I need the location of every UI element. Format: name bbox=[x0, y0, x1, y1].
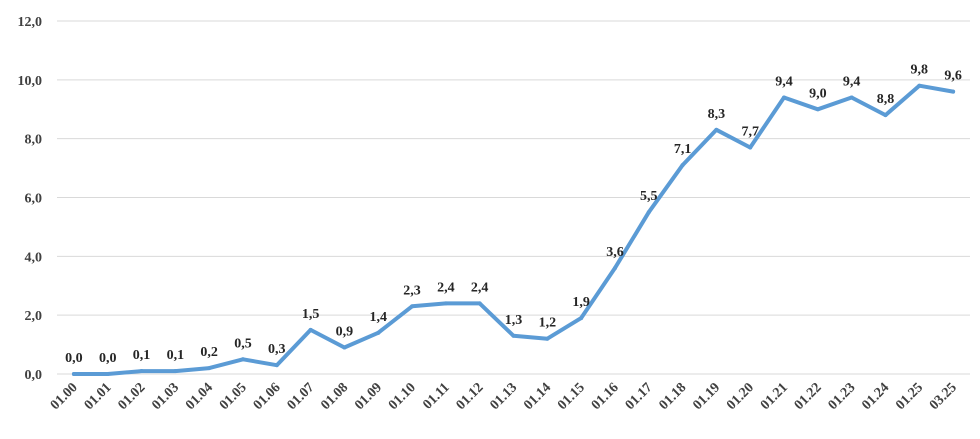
data-label: 8,3 bbox=[708, 107, 726, 122]
y-tick-label: 10,0 bbox=[18, 74, 43, 89]
data-point bbox=[815, 107, 820, 112]
data-label: 0,3 bbox=[268, 342, 286, 357]
x-tick-label: 01.11 bbox=[420, 380, 452, 412]
x-tick-label: 01.10 bbox=[386, 380, 419, 413]
data-point bbox=[477, 301, 482, 306]
data-point bbox=[376, 330, 381, 335]
x-tick-label: 01.08 bbox=[318, 380, 351, 413]
data-point bbox=[545, 336, 550, 341]
x-tick-label: 01.15 bbox=[555, 380, 588, 413]
data-labels: 0,0 0,0 0,1 0,1 0,2 0,5 0,3 1,5 0,9 1,4 2,3 2,4 2,4 1… bbox=[65, 63, 962, 366]
data-label: 1,5 bbox=[302, 307, 320, 322]
data-point bbox=[511, 333, 516, 338]
gridlines bbox=[57, 20, 970, 375]
y-axis-ticks: 0,0 2,0 4,0 6,0 8,0 10,0 12,0 bbox=[18, 15, 43, 383]
data-point bbox=[579, 316, 584, 321]
data-label: 7,7 bbox=[741, 124, 759, 139]
data-label: 2,4 bbox=[437, 280, 455, 295]
x-tick-label: 01.09 bbox=[352, 380, 385, 413]
data-point bbox=[612, 266, 617, 271]
x-tick-label: 01.07 bbox=[285, 380, 318, 413]
data-point bbox=[71, 372, 76, 376]
data-point bbox=[782, 95, 787, 100]
y-tick-label: 4,0 bbox=[25, 250, 43, 265]
x-tick-label: 01.19 bbox=[690, 380, 723, 413]
x-tick-label: 01.04 bbox=[183, 380, 216, 413]
data-label: 0,1 bbox=[167, 348, 185, 363]
data-point bbox=[173, 369, 178, 374]
x-tick-label: 01.22 bbox=[792, 380, 825, 413]
x-tick-label: 01.06 bbox=[251, 380, 284, 413]
data-point bbox=[274, 363, 279, 368]
data-label: 0,5 bbox=[234, 336, 252, 351]
data-label: 9,6 bbox=[944, 69, 962, 84]
data-label: 0,2 bbox=[200, 345, 218, 360]
x-axis-ticks: 01.00 01.01 01.02 01.03 01.04 01.05 01.06 01.07… bbox=[48, 380, 960, 413]
data-point bbox=[443, 301, 448, 306]
x-tick-label: 01.17 bbox=[623, 380, 656, 413]
y-tick-label: 8,0 bbox=[25, 133, 43, 148]
data-label: 5,5 bbox=[640, 189, 658, 204]
data-label: 1,9 bbox=[572, 295, 590, 310]
data-point bbox=[105, 372, 110, 376]
data-point bbox=[748, 145, 753, 150]
data-point bbox=[849, 95, 854, 100]
data-label: 7,1 bbox=[674, 142, 692, 157]
x-tick-label: 01.20 bbox=[724, 380, 757, 413]
data-point bbox=[410, 304, 415, 309]
data-label: 2,3 bbox=[403, 283, 421, 298]
data-point bbox=[342, 345, 347, 350]
data-label: 2,4 bbox=[471, 280, 489, 295]
series-layer bbox=[71, 83, 956, 376]
data-label: 9,0 bbox=[809, 86, 827, 101]
x-tick-label: 01.01 bbox=[82, 380, 115, 413]
data-label: 1,2 bbox=[539, 316, 557, 331]
data-label: 8,8 bbox=[877, 92, 895, 107]
data-label: 9,8 bbox=[911, 63, 929, 78]
x-tick-label: 01.03 bbox=[149, 380, 182, 413]
y-tick-label: 2,0 bbox=[25, 309, 43, 324]
x-tick-label: 01.02 bbox=[115, 380, 148, 413]
x-tick-label: 01.13 bbox=[487, 380, 520, 413]
x-tick-label: 01.18 bbox=[657, 380, 690, 413]
series-line bbox=[71, 83, 956, 376]
y-tick-label: 0,0 bbox=[25, 368, 43, 383]
x-tick-label: 01.00 bbox=[48, 380, 81, 413]
data-point bbox=[680, 163, 685, 168]
x-tick-label: 01.16 bbox=[589, 380, 622, 413]
data-label: 0,0 bbox=[65, 351, 83, 366]
data-label: 9,4 bbox=[843, 74, 861, 89]
x-tick-label: 01.23 bbox=[826, 380, 859, 413]
x-tick-label: 01.12 bbox=[454, 380, 487, 413]
data-point bbox=[951, 89, 956, 94]
data-point bbox=[917, 83, 922, 88]
x-tick-label: 01.25 bbox=[893, 380, 926, 413]
x-tick-label: 01.21 bbox=[758, 380, 791, 413]
data-point bbox=[308, 327, 313, 332]
y-tick-label: 12,0 bbox=[18, 15, 43, 30]
data-label: 0,9 bbox=[336, 325, 354, 340]
x-tick-label: 01.24 bbox=[859, 380, 892, 413]
x-tick-label: 01.14 bbox=[521, 380, 554, 413]
data-point bbox=[646, 210, 651, 215]
data-label: 3,6 bbox=[606, 245, 624, 260]
data-label: 1,4 bbox=[369, 310, 387, 325]
data-point bbox=[139, 369, 144, 374]
y-tick-label: 6,0 bbox=[25, 192, 43, 207]
data-label: 9,4 bbox=[775, 74, 793, 89]
data-label: 0,1 bbox=[133, 348, 151, 363]
x-tick-label: 01.05 bbox=[217, 380, 250, 413]
data-label: 0,0 bbox=[99, 351, 117, 366]
x-tick-label: 03.25 bbox=[927, 380, 960, 413]
data-point bbox=[207, 366, 212, 371]
data-point bbox=[240, 357, 245, 362]
data-point bbox=[883, 113, 888, 118]
data-label: 1,3 bbox=[505, 313, 523, 328]
data-point bbox=[714, 127, 719, 132]
